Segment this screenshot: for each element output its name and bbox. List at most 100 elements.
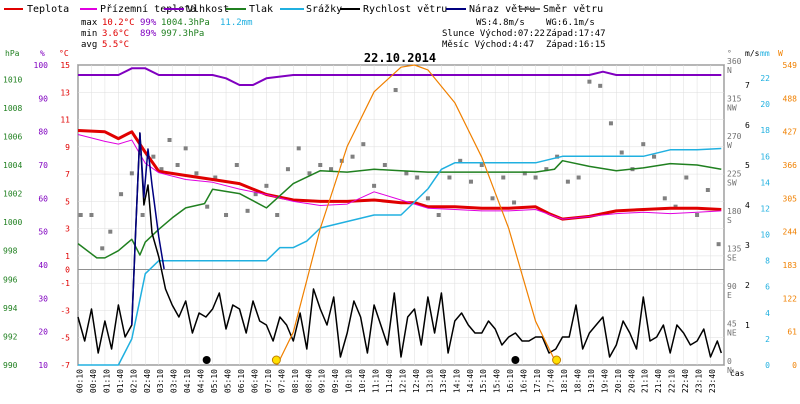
time-tick-label: 09:40 (331, 369, 340, 393)
temperature-tick-label: 15 (60, 61, 70, 70)
wind-direction-point (253, 192, 258, 197)
wind-direction-compass-label: N (727, 366, 732, 375)
wind-direction-point (129, 171, 134, 176)
temperature-tick-label: 9 (65, 143, 70, 152)
time-tick-label: 05:10 (210, 369, 219, 393)
precipitation-tick-label: 18 (760, 126, 770, 135)
time-tick-label: 05:40 (224, 369, 233, 393)
hpa-tick-label: 994 (3, 304, 18, 313)
sun-event-marker (552, 355, 562, 365)
stats-wind-gust: WG:6.1m/s (546, 18, 595, 28)
wind-direction-point (598, 83, 603, 88)
wind-direction-point (479, 163, 484, 167)
wind-direction-degree-label: 180 (727, 207, 742, 216)
stats-sunrise: Slunce Východ:07:22 (442, 29, 545, 39)
wind-speed-tick-label: 7 (745, 81, 750, 90)
wind-speed-tick-label: 3 (745, 241, 750, 250)
wind-direction-point (652, 154, 657, 159)
time-tick-label: 23:10 (695, 369, 704, 393)
axis-layer: 9909929949969981000100210041006100810101… (3, 49, 797, 393)
stats-min-humidity: 89% (140, 29, 157, 39)
precipitation-tick-label: 14 (760, 178, 770, 187)
radiation-tick-label: 0 (792, 361, 797, 370)
time-tick-label: 16:40 (520, 369, 529, 393)
hpa-tick-label: 992 (3, 332, 18, 341)
wind-direction-degree-label: 90 (727, 282, 737, 291)
temperature-tick-label: 3 (65, 225, 70, 234)
wind-direction-point (436, 213, 441, 217)
precipitation-tick-label: 4 (765, 309, 770, 318)
humidity-tick-label: 90 (38, 94, 48, 103)
stats-block: max 10.2°C 99% 1004.3hPa 11.2mm min 3.6°… (81, 18, 606, 50)
time-tick-label: 23:40 (708, 369, 717, 393)
stats-avg-label: avg (81, 40, 97, 50)
stats-moonset: Západ:16:15 (546, 40, 606, 50)
stats-wind-speed: WS:4.8m/s (476, 18, 525, 28)
wind-direction-point (619, 150, 624, 155)
precipitation-tick-label: 0 (765, 361, 770, 370)
wind-direction-compass-label: SE (727, 254, 737, 263)
wind-direction-point (415, 175, 420, 180)
humidity-tick-label: 40 (38, 261, 48, 270)
time-tick-label: 21:40 (654, 369, 663, 393)
temperature-tick-label: 5 (65, 197, 70, 206)
humidity-tick-label: 10 (38, 361, 48, 370)
axis-unit-label: m/s (745, 49, 760, 58)
time-tick-label: 21:10 (641, 369, 650, 393)
wind-direction-point (78, 213, 83, 217)
marker-layer (202, 355, 562, 365)
series-line-srazky (78, 147, 722, 366)
radiation-tick-label: 366 (783, 161, 798, 170)
time-tick-label: 10:10 (345, 369, 354, 393)
series-line-tlak (77, 159, 722, 259)
series-line-slunecni-zareni (276, 64, 558, 366)
wind-speed-tick-label: 1 (745, 321, 750, 330)
wind-direction-point (194, 171, 199, 176)
hpa-tick-label: 1006 (3, 132, 22, 141)
stats-max-rain: 11.2mm (220, 18, 253, 28)
time-tick-label: 18:40 (573, 369, 582, 393)
wind-direction-point (705, 188, 710, 192)
wind-direction-point (361, 142, 366, 147)
axis-unit-label: ° (727, 49, 732, 58)
time-tick-label: 11:40 (385, 369, 394, 393)
axis-unit-label: % (40, 49, 45, 58)
precipitation-tick-label: 2 (765, 335, 770, 344)
time-tick-label: 08:40 (304, 369, 313, 393)
temperature-tick-label: -7 (60, 361, 70, 370)
time-tick-label: 22:10 (668, 369, 677, 393)
legend-label-temperature: Teplota (27, 4, 69, 15)
hpa-tick-label: 990 (3, 361, 18, 370)
wind-direction-degree-label: 135 (727, 245, 742, 254)
time-tick-label: 15:40 (493, 369, 502, 393)
stats-avg-temp: 5.5°C (102, 40, 129, 50)
wind-direction-point (140, 213, 145, 217)
time-tick-label: 16:10 (506, 369, 515, 393)
wind-direction-point (382, 163, 387, 167)
temperature-tick-label: -3 (60, 306, 70, 315)
precipitation-tick-label: 8 (765, 257, 770, 266)
radiation-tick-label: 305 (783, 194, 798, 203)
wind-direction-point (587, 79, 592, 84)
time-tick-label: 13:40 (439, 369, 448, 393)
wind-direction-point (285, 167, 290, 172)
stats-moonrise: Měsíc Východ:4:47 (442, 40, 534, 50)
legend-label-pressure: Tlak (249, 4, 273, 15)
stats-sunset: Západ:17:47 (546, 29, 606, 39)
wind-direction-point (318, 163, 323, 167)
humidity-tick-label: 20 (38, 328, 48, 337)
radiation-tick-label: 244 (783, 228, 798, 237)
axis-unit-label: mm (760, 49, 770, 58)
legend-label-precipitation: Srážky (306, 3, 342, 15)
time-tick-label: 20:40 (627, 369, 636, 393)
wind-direction-point (245, 208, 250, 213)
legend-label-humidity: Vlhkost (187, 4, 229, 15)
legend-label-wind-direction: Směr větru (543, 3, 603, 15)
time-tick-label: 07:40 (277, 369, 286, 393)
wind-direction-degree-label: 225 (727, 170, 742, 179)
hpa-tick-label: 996 (3, 275, 18, 284)
wind-direction-compass-label: N (727, 66, 732, 75)
stats-max-pressure: 1004.3hPa (161, 18, 210, 28)
time-tick-label: 17:10 (533, 369, 542, 393)
time-tick-label: 19:10 (587, 369, 596, 393)
